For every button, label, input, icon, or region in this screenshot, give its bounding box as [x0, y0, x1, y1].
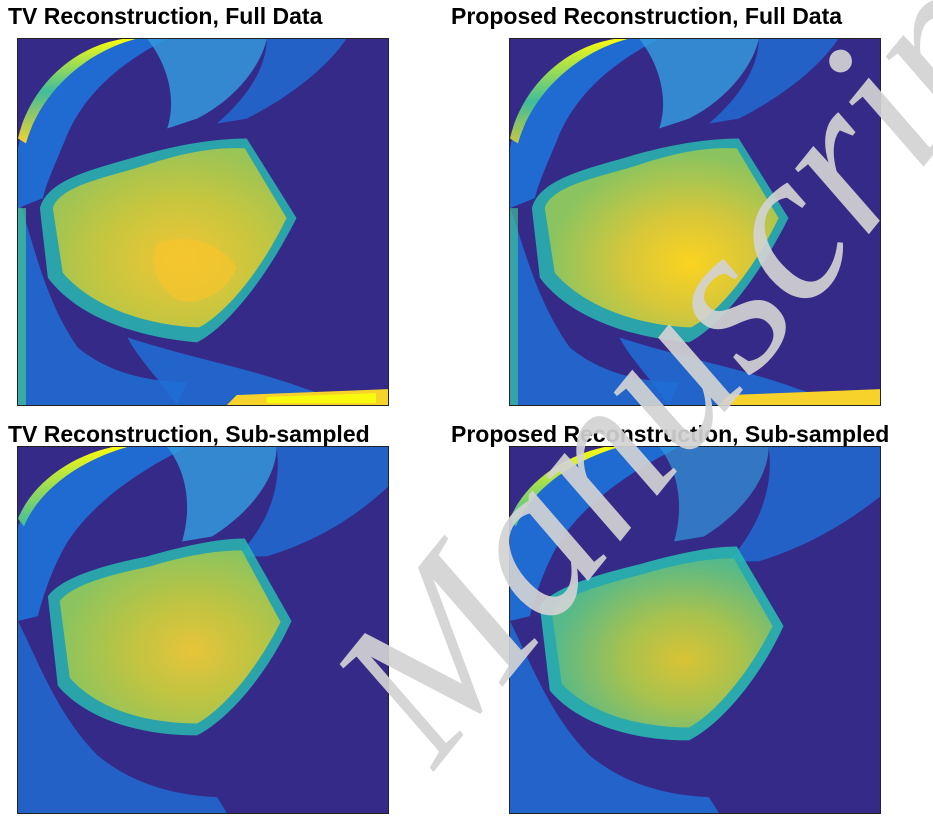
panel-title-proposed-full: Proposed Reconstruction, Full Data: [451, 3, 843, 29]
panel-title-tv-sub: TV Reconstruction, Sub-sampled: [8, 421, 370, 447]
tv-subsampled-reconstruction-image: [17, 446, 389, 814]
panel-title-proposed-sub: Proposed Reconstruction, Sub-sampled: [451, 421, 890, 447]
proposed-full-reconstruction-image: [509, 38, 881, 406]
panel-title-tv-full: TV Reconstruction, Full Data: [8, 3, 323, 29]
proposed-subsampled-reconstruction-image: [509, 446, 881, 814]
tv-full-reconstruction-image: [17, 38, 389, 406]
